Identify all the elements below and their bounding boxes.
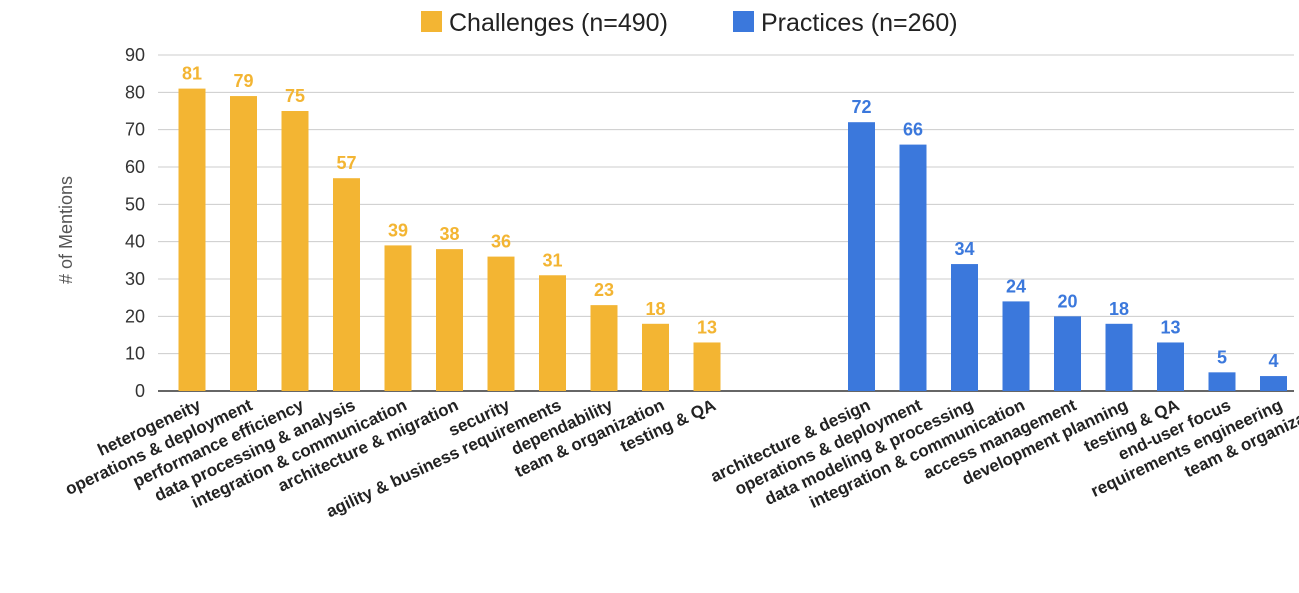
data-label: 34 (954, 239, 974, 259)
bar-practices-requirements-engineering (1260, 376, 1287, 391)
legend-swatch-challenges (421, 11, 442, 32)
bar-practices-development-planning (1105, 323, 1133, 391)
data-label: 81 (182, 64, 202, 84)
bar-practices-integration-and-communication (1002, 301, 1030, 391)
bar-challenges-security (487, 256, 515, 391)
y-tick-label: 40 (125, 232, 145, 252)
bar-challenges-team-and-organization (642, 323, 669, 391)
bar-challenges-architecture-and-migration (436, 249, 463, 391)
data-label: 24 (1006, 276, 1026, 296)
legend: Challenges (n=490) Practices (n=260) (421, 9, 958, 37)
data-label: 13 (697, 317, 717, 337)
data-label: 75 (285, 86, 305, 106)
data-label: 13 (1160, 317, 1180, 337)
data-label: 79 (233, 71, 253, 91)
bar-practices-operations-and-deployment (899, 144, 927, 391)
bar-practices-access-management (1054, 316, 1081, 391)
y-tick-label: 30 (125, 269, 145, 289)
bar-practices-architecture-and-design (848, 122, 875, 391)
legend-swatch-practices (733, 11, 754, 32)
bar-practices-end-user-focus (1208, 372, 1236, 391)
y-axis-label: # of Mentions (56, 176, 76, 284)
data-label: 18 (645, 299, 665, 319)
y-tick-label: 20 (125, 306, 145, 326)
data-label: 39 (388, 220, 408, 240)
bar-challenges-operations-and-deployment (230, 96, 257, 392)
y-tick-label: 50 (125, 194, 145, 214)
data-label: 66 (903, 120, 923, 140)
bar-challenges-testing-and-qa (693, 342, 721, 391)
data-label: 5 (1217, 347, 1227, 367)
y-tick-label: 0 (135, 381, 145, 401)
y-tick-label: 10 (125, 344, 145, 364)
data-label: 31 (542, 250, 562, 270)
legend-label-challenges: Challenges (n=490) (449, 9, 668, 37)
bar-challenges-performance-efficiency (281, 111, 309, 391)
bar-challenges-data-processing-and-analysis (333, 178, 360, 391)
legend-label-practices: Practices (n=260) (761, 9, 958, 37)
bar-practices-testing-and-qa (1157, 342, 1184, 391)
bar-challenges-agility-and-business-requirements (539, 275, 566, 391)
bar-challenges-heterogeneity (178, 88, 206, 391)
y-tick-label: 90 (125, 45, 145, 65)
y-tick-label: 80 (125, 82, 145, 102)
data-label: 23 (594, 280, 614, 300)
data-label: 57 (336, 153, 356, 173)
y-axis-ticks: 0 10 20 30 40 50 60 70 80 90 (125, 45, 145, 401)
bar-challenges-dependability (590, 305, 618, 391)
data-label: 36 (491, 232, 511, 252)
bars (178, 88, 1287, 392)
data-labels: 817975573938363123181372663424201813544 (182, 64, 1279, 371)
data-label: 20 (1057, 291, 1077, 311)
data-label: 4 (1268, 351, 1278, 371)
bar-challenges-integration-and-communication (384, 245, 412, 391)
y-tick-label: 70 (125, 120, 145, 140)
bar-practices-data-modeling-and-processing (951, 264, 978, 391)
data-label: 38 (439, 224, 459, 244)
data-label: 72 (851, 97, 871, 117)
data-label: 18 (1109, 299, 1129, 319)
y-tick-label: 60 (125, 157, 145, 177)
